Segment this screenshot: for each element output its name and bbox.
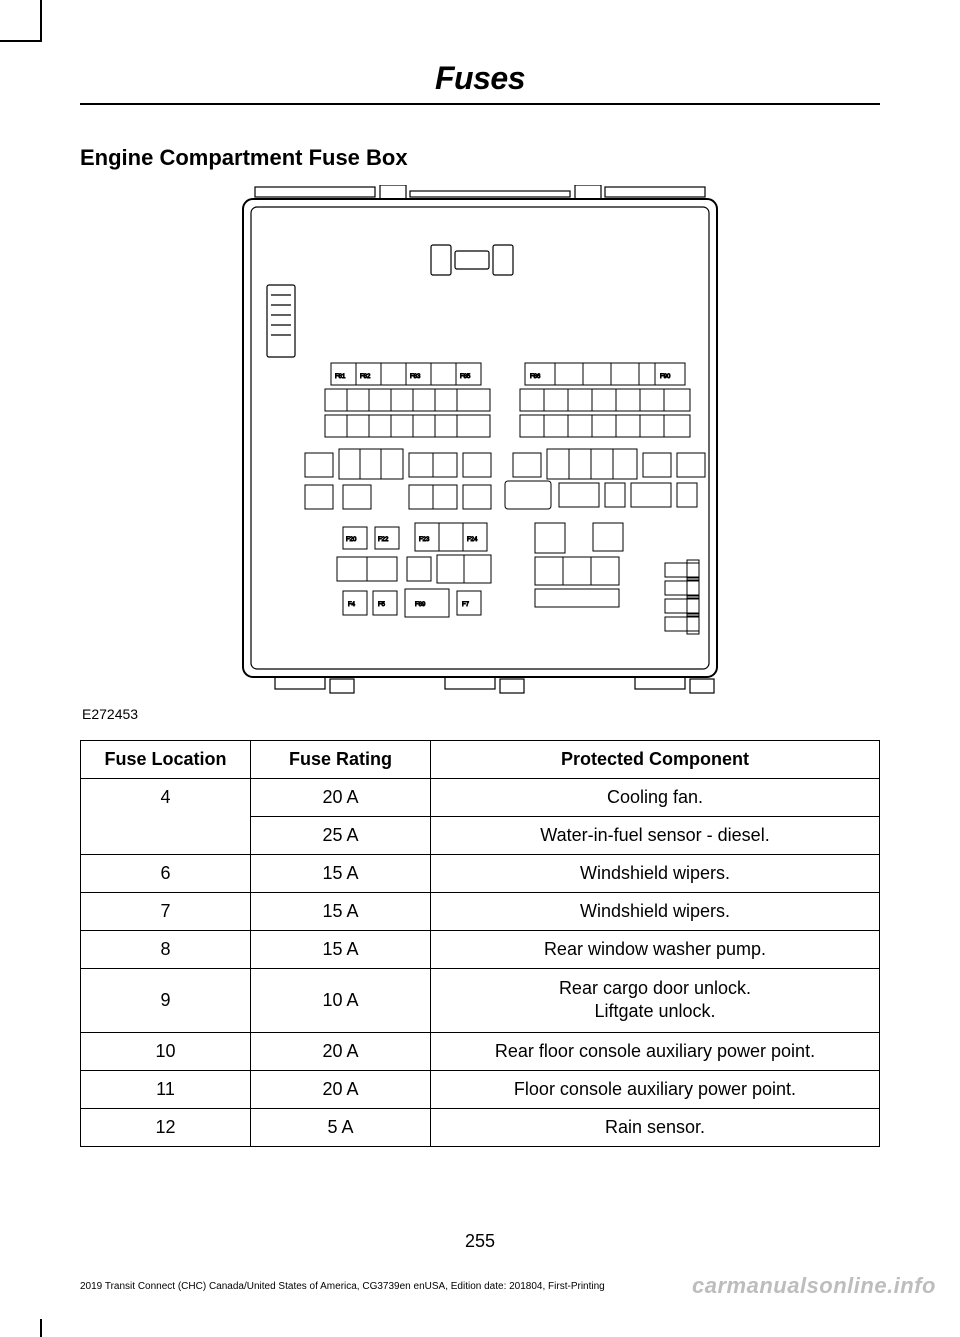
- cell-component: Windshield wipers.: [431, 893, 880, 931]
- cell-location: 11: [81, 1070, 251, 1108]
- col-header-rating: Fuse Rating: [251, 741, 431, 779]
- diagram-caption: E272453: [82, 706, 880, 722]
- svg-text:F5: F5: [378, 602, 386, 608]
- crop-mark-top-left: [0, 0, 42, 42]
- cell-location: 4: [81, 779, 251, 855]
- cell-component: Windshield wipers.: [431, 855, 880, 893]
- footer-publication-info: 2019 Transit Connect (CHC) Canada/United…: [80, 1281, 605, 1292]
- svg-text:F22: F22: [378, 537, 389, 543]
- fuse-table: Fuse Location Fuse Rating Protected Comp…: [80, 740, 880, 1147]
- cell-component: Rear cargo door unlock.Liftgate unlock.: [431, 969, 880, 1033]
- table-row: 910 ARear cargo door unlock.Liftgate unl…: [81, 969, 880, 1033]
- col-header-component: Protected Component: [431, 741, 880, 779]
- svg-text:F23: F23: [419, 537, 430, 543]
- cell-component: Rear floor console auxiliary power point…: [431, 1032, 880, 1070]
- cell-rating: 15 A: [251, 893, 431, 931]
- svg-text:F90: F90: [660, 374, 671, 380]
- cell-location: 8: [81, 931, 251, 969]
- cell-rating: 20 A: [251, 779, 431, 817]
- section-title: Engine Compartment Fuse Box: [80, 145, 880, 171]
- svg-text:F83: F83: [410, 374, 421, 380]
- table-row: 1020 ARear floor console auxiliary power…: [81, 1032, 880, 1070]
- svg-text:F81: F81: [335, 374, 346, 380]
- cell-rating: 5 A: [251, 1108, 431, 1146]
- cell-component: Floor console auxiliary power point.: [431, 1070, 880, 1108]
- cell-location: 9: [81, 969, 251, 1033]
- svg-text:F4: F4: [348, 602, 356, 608]
- col-header-location: Fuse Location: [81, 741, 251, 779]
- cell-location: 7: [81, 893, 251, 931]
- cell-rating: 25 A: [251, 817, 431, 855]
- crop-mark-bottom-left: [0, 1319, 42, 1337]
- cell-rating: 20 A: [251, 1070, 431, 1108]
- table-header-row: Fuse Location Fuse Rating Protected Comp…: [81, 741, 880, 779]
- header-rule: [80, 103, 880, 105]
- cell-component: Cooling fan.: [431, 779, 880, 817]
- table-row: 815 ARear window washer pump.: [81, 931, 880, 969]
- svg-text:F7: F7: [462, 602, 470, 608]
- fuse-box-diagram: F81 F82 F83 F85: [235, 185, 725, 695]
- cell-location: 10: [81, 1032, 251, 1070]
- svg-text:F85: F85: [460, 374, 471, 380]
- cell-rating: 10 A: [251, 969, 431, 1033]
- cell-location: 6: [81, 855, 251, 893]
- cell-rating: 20 A: [251, 1032, 431, 1070]
- svg-text:F86: F86: [530, 374, 541, 380]
- cell-location: 12: [81, 1108, 251, 1146]
- watermark-text: carmanualsonline.info: [692, 1273, 936, 1299]
- chapter-title: Fuses: [80, 60, 880, 97]
- page-number: 255: [0, 1231, 960, 1252]
- table-row: 715 AWindshield wipers.: [81, 893, 880, 931]
- svg-text:F89: F89: [415, 602, 426, 608]
- svg-text:F82: F82: [360, 374, 371, 380]
- cell-component: Rear window washer pump.: [431, 931, 880, 969]
- table-row: 125 ARain sensor.: [81, 1108, 880, 1146]
- table-row: 420 ACooling fan.: [81, 779, 880, 817]
- cell-component: Water-in-fuel sensor - diesel.: [431, 817, 880, 855]
- cell-rating: 15 A: [251, 855, 431, 893]
- svg-text:F20: F20: [346, 537, 357, 543]
- svg-text:F24: F24: [467, 537, 478, 543]
- cell-rating: 15 A: [251, 931, 431, 969]
- table-row: 615 AWindshield wipers.: [81, 855, 880, 893]
- cell-component: Rain sensor.: [431, 1108, 880, 1146]
- table-row: 1120 AFloor console auxiliary power poin…: [81, 1070, 880, 1108]
